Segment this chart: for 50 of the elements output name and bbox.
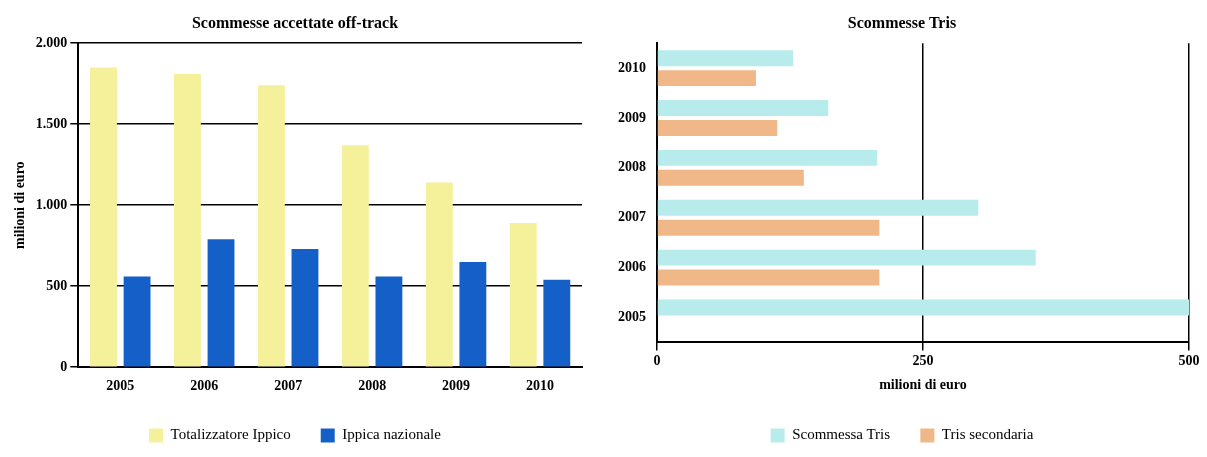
y-tick-label: 2006 — [618, 259, 646, 275]
y-tick-label: 2009 — [618, 109, 646, 125]
bar — [174, 73, 201, 367]
bar — [657, 70, 756, 87]
x-tick-label: 2009 — [442, 378, 471, 394]
x-tick-label: 2008 — [358, 378, 387, 394]
legend-label: Scommessa Tris — [792, 426, 891, 443]
bar — [425, 182, 453, 367]
x-tick-label: 500 — [1178, 353, 1200, 369]
chart-title: Scommesse Tris — [847, 13, 957, 31]
x-tick-label: 2006 — [190, 378, 219, 394]
y-tick-label: 2010 — [618, 59, 646, 75]
chart-title: Scommesse accettate off-track — [191, 13, 399, 31]
legend-label: Ippica nazionale — [342, 426, 442, 443]
bar — [657, 149, 878, 166]
y-tick-label: 2008 — [618, 159, 646, 175]
bar — [657, 169, 804, 186]
bar — [341, 145, 369, 367]
y-tick-label: 2007 — [618, 209, 646, 225]
y-axis-title: milioni di euro — [12, 161, 28, 250]
bar — [657, 100, 829, 117]
bar — [543, 279, 571, 367]
x-tick-label: 2010 — [526, 378, 555, 394]
bar — [657, 299, 1189, 316]
bar — [459, 261, 487, 367]
bar — [509, 223, 537, 367]
bar — [375, 276, 403, 367]
bar — [291, 248, 319, 367]
bar — [657, 269, 880, 286]
y-tick-label: 1.000 — [35, 196, 68, 212]
bar — [657, 120, 778, 136]
bar — [90, 67, 117, 367]
x-tick-label: 2005 — [106, 378, 135, 394]
bar — [657, 50, 794, 67]
y-tick-label: 2.000 — [35, 34, 68, 50]
x-tick-label: 250 — [912, 353, 934, 369]
bar — [207, 239, 235, 367]
y-tick-label: 1.500 — [35, 115, 68, 131]
bar — [257, 85, 285, 367]
bar — [123, 276, 151, 367]
legend-label: Tris secondaria — [941, 426, 1034, 443]
legend-label: Totalizzatore Ippico — [170, 426, 291, 443]
bar — [657, 199, 979, 216]
y-tick-label: 500 — [46, 277, 68, 293]
x-tick-label: 2007 — [274, 378, 303, 394]
y-tick-label: 2005 — [618, 309, 646, 325]
x-axis-title: milioni di euro — [879, 377, 967, 393]
x-tick-label: 0 — [653, 353, 661, 369]
bar — [657, 249, 1036, 266]
bar — [657, 219, 880, 236]
